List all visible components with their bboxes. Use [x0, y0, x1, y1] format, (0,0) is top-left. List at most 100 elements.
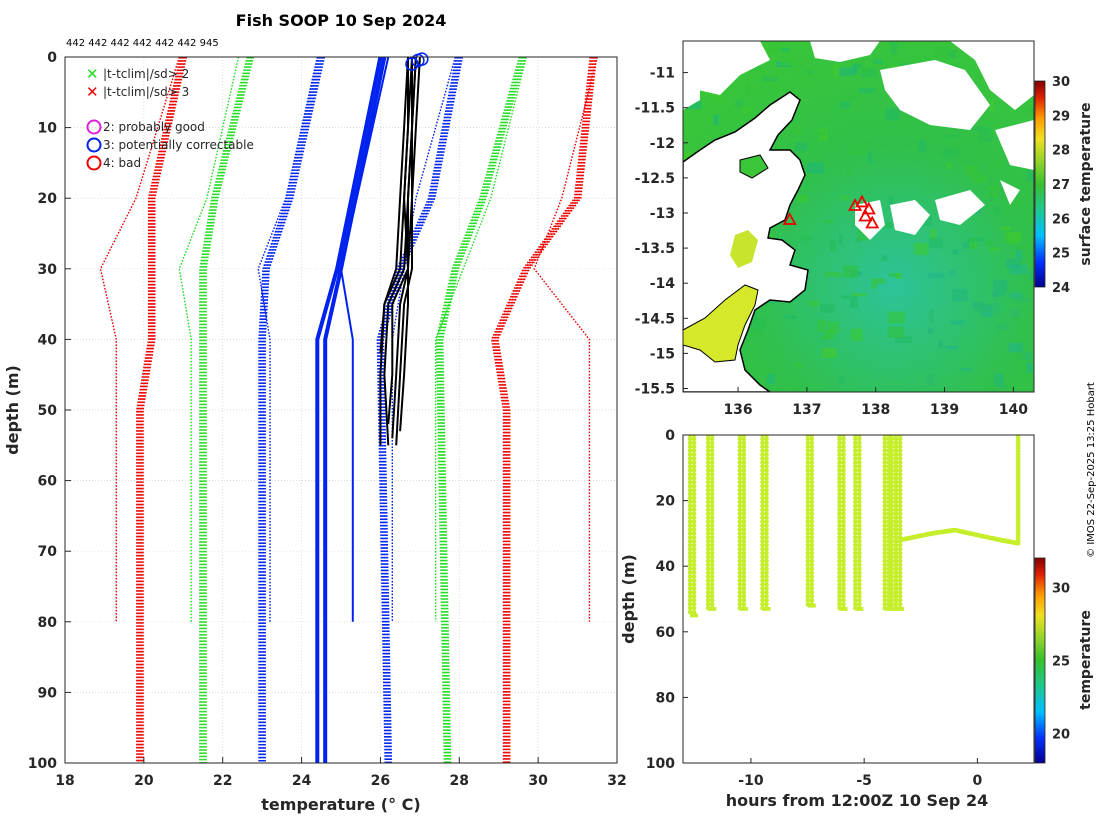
- cast-point: [691, 483, 697, 489]
- sst-pixel: [797, 194, 808, 203]
- temp-colorbar-tick-label: 30: [1052, 581, 1070, 596]
- cast-point: [857, 519, 862, 524]
- cast-point: [737, 523, 743, 528]
- cast-point: [893, 538, 899, 544]
- cast-point: [737, 590, 743, 595]
- cast-point: [760, 487, 765, 493]
- cast-point: [897, 491, 903, 497]
- cast-point: [882, 475, 888, 481]
- cast-point: [857, 515, 862, 520]
- cast-point: [882, 590, 888, 595]
- cast-point: [691, 586, 697, 591]
- cast-point: [882, 542, 888, 548]
- sst-pixel: [986, 192, 997, 196]
- cast-point: [882, 503, 888, 509]
- sst-pixel: [942, 148, 960, 158]
- cast-point: [760, 558, 765, 564]
- cast-point: [741, 582, 747, 587]
- cast-point: [853, 468, 858, 473]
- cast-point: [853, 479, 858, 485]
- sst-pixel: [979, 129, 992, 143]
- sst-pixel: [824, 219, 833, 224]
- cast-point: [764, 448, 769, 454]
- header-counts: 442 442 442 442 442 442 945: [66, 38, 219, 49]
- cast-point: [809, 578, 815, 583]
- cast-point: [737, 578, 743, 583]
- cast-point: [687, 448, 693, 454]
- cast-point: [705, 558, 711, 564]
- cast-point: [857, 435, 862, 438]
- envelope-line: [137, 57, 183, 763]
- map-y-tick-label: -14.5: [635, 311, 675, 327]
- sst-pixel: [745, 84, 750, 96]
- cast-point: [809, 435, 815, 438]
- cast-point: [741, 574, 747, 579]
- cast-point: [837, 507, 842, 513]
- cast-point: [893, 550, 899, 556]
- climatology-envelope-5: [258, 57, 326, 763]
- cast-point: [709, 554, 715, 560]
- cast-point: [705, 594, 711, 599]
- cast-point: [760, 570, 765, 576]
- cast-point: [889, 435, 894, 438]
- cast-point: [889, 495, 894, 501]
- sst-pixel: [741, 106, 754, 114]
- cast-point: [764, 440, 769, 446]
- envelope-line: [257, 57, 318, 622]
- cast-point: [837, 464, 842, 469]
- cast-point: [857, 507, 862, 513]
- cast-point: [764, 594, 769, 599]
- envelope-line: [142, 57, 188, 763]
- sst-pixel: [1001, 226, 1011, 231]
- sst-pixel: [993, 279, 1008, 292]
- cast-point: [709, 440, 715, 446]
- cast-point: [897, 546, 903, 552]
- cast-point: [741, 479, 747, 485]
- cast-point: [809, 511, 815, 517]
- cast-point: [882, 546, 888, 552]
- cast-point: [841, 515, 846, 520]
- cast-point: [737, 499, 743, 505]
- map-y-tick-label: -11.5: [635, 101, 675, 117]
- cast-point: [687, 609, 693, 615]
- cast-point: [705, 519, 711, 524]
- cast-point: [882, 483, 888, 489]
- cast-point: [741, 499, 747, 505]
- cast-point: [760, 472, 765, 477]
- cast-point: [687, 511, 693, 517]
- cast-point: [893, 566, 899, 572]
- circle-marker-icon: [86, 119, 102, 135]
- sst-pixel: [962, 242, 975, 249]
- cast-point: [893, 511, 899, 517]
- cast-point: [705, 527, 711, 532]
- cast-point: [741, 531, 747, 536]
- cast-point: [882, 452, 888, 457]
- cast-point: [709, 594, 715, 599]
- cast-point: [893, 578, 899, 583]
- cast-2: [737, 435, 748, 611]
- cast-point: [837, 538, 842, 544]
- cast-point: [882, 601, 888, 607]
- sst-pixel: [989, 99, 994, 112]
- cast-point: [805, 546, 811, 552]
- cast-point: [687, 601, 693, 607]
- cast-point: [691, 566, 697, 572]
- legend-entry-flag2: 2: probably good: [86, 119, 205, 135]
- cast-point: [737, 452, 743, 457]
- cast-point: [841, 531, 846, 536]
- cast-point: [741, 460, 747, 465]
- sst-pixel: [1007, 231, 1020, 245]
- cast-point: [709, 491, 715, 497]
- cast-point: [857, 594, 862, 599]
- cast-point: [760, 535, 765, 540]
- sst-pixel: [895, 272, 902, 280]
- envelope-line: [261, 57, 323, 763]
- cast-point: [889, 475, 894, 481]
- cast-point: [709, 566, 715, 572]
- envelope-line: [264, 57, 326, 763]
- cast-point: [760, 448, 765, 454]
- cast-point: [737, 495, 743, 501]
- cast-point: [882, 562, 888, 568]
- map-x-tick-label: 136: [723, 402, 752, 418]
- cast-point: [889, 538, 894, 544]
